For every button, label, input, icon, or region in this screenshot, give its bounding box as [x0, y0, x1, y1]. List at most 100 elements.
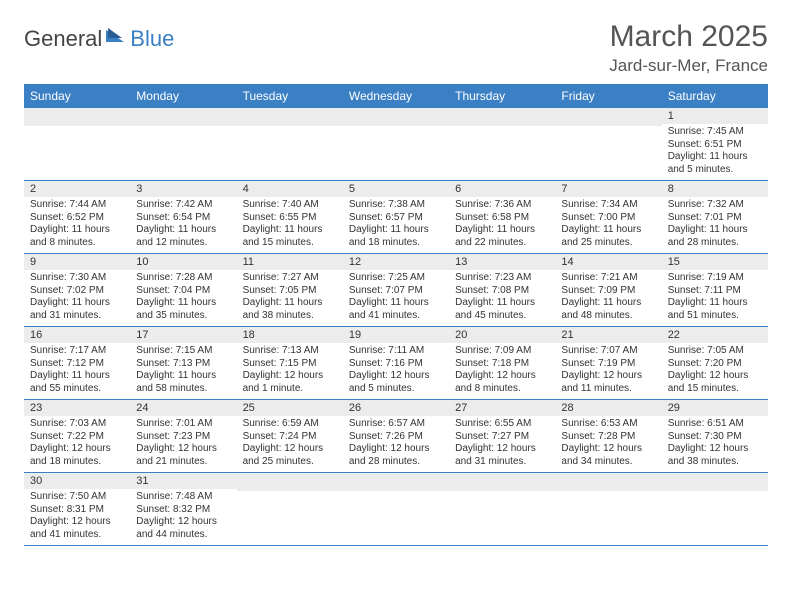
day-content: Sunrise: 7:23 AMSunset: 7:08 PMDaylight:…	[449, 270, 555, 326]
day-line: Sunset: 7:00 PM	[561, 212, 655, 225]
day-number: 10	[130, 254, 236, 270]
day-line: Sunrise: 7:36 AM	[455, 199, 549, 212]
calendar-row: 23Sunrise: 7:03 AMSunset: 7:22 PMDayligh…	[24, 400, 768, 473]
day-line: Daylight: 11 hours and 35 minutes.	[136, 297, 230, 322]
day-number	[662, 473, 768, 491]
day-line: Sunrise: 7:17 AM	[30, 345, 124, 358]
day-line: Daylight: 11 hours and 58 minutes.	[136, 370, 230, 395]
calendar-cell: 24Sunrise: 7:01 AMSunset: 7:23 PMDayligh…	[130, 400, 236, 473]
calendar-cell: 2Sunrise: 7:44 AMSunset: 6:52 PMDaylight…	[24, 181, 130, 254]
day-line: Sunrise: 6:51 AM	[668, 418, 762, 431]
calendar-cell: 22Sunrise: 7:05 AMSunset: 7:20 PMDayligh…	[662, 327, 768, 400]
day-line: Daylight: 12 hours and 44 minutes.	[136, 516, 230, 541]
day-content: Sunrise: 7:11 AMSunset: 7:16 PMDaylight:…	[343, 343, 449, 399]
day-line: Sunset: 7:02 PM	[30, 285, 124, 298]
day-line: Sunset: 7:18 PM	[455, 358, 549, 371]
day-number	[237, 108, 343, 126]
day-line: Sunrise: 7:28 AM	[136, 272, 230, 285]
calendar-cell-empty	[130, 108, 236, 181]
day-content: Sunrise: 6:51 AMSunset: 7:30 PMDaylight:…	[662, 416, 768, 472]
day-number: 27	[449, 400, 555, 416]
day-number: 21	[555, 327, 661, 343]
day-line: Sunrise: 7:45 AM	[668, 126, 762, 139]
weekday-header: Friday	[555, 84, 661, 108]
day-content: Sunrise: 6:57 AMSunset: 7:26 PMDaylight:…	[343, 416, 449, 472]
day-line: Sunrise: 7:07 AM	[561, 345, 655, 358]
day-number: 29	[662, 400, 768, 416]
day-content: Sunrise: 6:53 AMSunset: 7:28 PMDaylight:…	[555, 416, 661, 472]
day-line: Daylight: 11 hours and 55 minutes.	[30, 370, 124, 395]
day-content: Sunrise: 7:27 AMSunset: 7:05 PMDaylight:…	[237, 270, 343, 326]
day-number: 14	[555, 254, 661, 270]
day-line: Sunset: 7:23 PM	[136, 431, 230, 444]
day-line: Sunset: 7:28 PM	[561, 431, 655, 444]
day-line: Sunrise: 7:50 AM	[30, 491, 124, 504]
day-number	[24, 108, 130, 126]
day-line: Sunset: 6:52 PM	[30, 212, 124, 225]
weekday-header-row: SundayMondayTuesdayWednesdayThursdayFrid…	[24, 84, 768, 108]
day-content: Sunrise: 7:38 AMSunset: 6:57 PMDaylight:…	[343, 197, 449, 253]
day-line: Daylight: 12 hours and 28 minutes.	[349, 443, 443, 468]
calendar-cell: 27Sunrise: 6:55 AMSunset: 7:27 PMDayligh…	[449, 400, 555, 473]
calendar-cell: 17Sunrise: 7:15 AMSunset: 7:13 PMDayligh…	[130, 327, 236, 400]
day-line: Daylight: 12 hours and 38 minutes.	[668, 443, 762, 468]
day-line: Daylight: 11 hours and 18 minutes.	[349, 224, 443, 249]
calendar-cell-empty	[449, 108, 555, 181]
day-line: Sunrise: 6:55 AM	[455, 418, 549, 431]
day-line: Sunset: 7:11 PM	[668, 285, 762, 298]
day-number: 15	[662, 254, 768, 270]
flag-icon	[106, 28, 128, 51]
title-block: March 2025 Jard-sur-Mer, France	[609, 20, 768, 76]
day-line: Sunrise: 6:59 AM	[243, 418, 337, 431]
calendar-cell: 12Sunrise: 7:25 AMSunset: 7:07 PMDayligh…	[343, 254, 449, 327]
day-line: Daylight: 11 hours and 5 minutes.	[668, 151, 762, 176]
day-content: Sunrise: 7:17 AMSunset: 7:12 PMDaylight:…	[24, 343, 130, 399]
day-number	[130, 108, 236, 126]
calendar-cell: 13Sunrise: 7:23 AMSunset: 7:08 PMDayligh…	[449, 254, 555, 327]
day-line: Daylight: 12 hours and 8 minutes.	[455, 370, 549, 395]
day-line: Daylight: 12 hours and 21 minutes.	[136, 443, 230, 468]
weekday-header: Saturday	[662, 84, 768, 108]
calendar-cell: 26Sunrise: 6:57 AMSunset: 7:26 PMDayligh…	[343, 400, 449, 473]
day-line: Daylight: 11 hours and 38 minutes.	[243, 297, 337, 322]
day-line: Daylight: 12 hours and 34 minutes.	[561, 443, 655, 468]
calendar-cell-empty	[555, 473, 661, 546]
day-content: Sunrise: 6:59 AMSunset: 7:24 PMDaylight:…	[237, 416, 343, 472]
day-line: Sunrise: 7:34 AM	[561, 199, 655, 212]
day-number: 20	[449, 327, 555, 343]
day-content: Sunrise: 7:45 AMSunset: 6:51 PMDaylight:…	[662, 124, 768, 180]
day-line: Sunset: 7:05 PM	[243, 285, 337, 298]
day-line: Daylight: 11 hours and 12 minutes.	[136, 224, 230, 249]
day-line: Sunrise: 7:03 AM	[30, 418, 124, 431]
day-line: Sunrise: 7:38 AM	[349, 199, 443, 212]
day-line: Sunrise: 7:32 AM	[668, 199, 762, 212]
calendar-cell: 4Sunrise: 7:40 AMSunset: 6:55 PMDaylight…	[237, 181, 343, 254]
page-title: March 2025	[609, 20, 768, 54]
day-line: Sunset: 6:58 PM	[455, 212, 549, 225]
day-line: Daylight: 11 hours and 28 minutes.	[668, 224, 762, 249]
calendar-cell: 8Sunrise: 7:32 AMSunset: 7:01 PMDaylight…	[662, 181, 768, 254]
calendar-cell: 16Sunrise: 7:17 AMSunset: 7:12 PMDayligh…	[24, 327, 130, 400]
calendar-cell: 7Sunrise: 7:34 AMSunset: 7:00 PMDaylight…	[555, 181, 661, 254]
day-line: Sunrise: 7:48 AM	[136, 491, 230, 504]
day-number	[449, 473, 555, 491]
calendar-cell: 1Sunrise: 7:45 AMSunset: 6:51 PMDaylight…	[662, 108, 768, 181]
calendar-cell: 15Sunrise: 7:19 AMSunset: 7:11 PMDayligh…	[662, 254, 768, 327]
day-line: Sunrise: 7:27 AM	[243, 272, 337, 285]
day-line: Sunrise: 7:30 AM	[30, 272, 124, 285]
day-number: 7	[555, 181, 661, 197]
day-line: Daylight: 12 hours and 11 minutes.	[561, 370, 655, 395]
calendar-cell: 31Sunrise: 7:48 AMSunset: 8:32 PMDayligh…	[130, 473, 236, 546]
day-number	[237, 473, 343, 491]
day-number	[555, 473, 661, 491]
day-line: Daylight: 11 hours and 15 minutes.	[243, 224, 337, 249]
day-line: Sunrise: 7:01 AM	[136, 418, 230, 431]
day-content: Sunrise: 7:25 AMSunset: 7:07 PMDaylight:…	[343, 270, 449, 326]
day-line: Sunset: 7:09 PM	[561, 285, 655, 298]
day-content: Sunrise: 7:50 AMSunset: 8:31 PMDaylight:…	[24, 489, 130, 545]
day-number: 25	[237, 400, 343, 416]
calendar-table: SundayMondayTuesdayWednesdayThursdayFrid…	[24, 84, 768, 546]
day-content: Sunrise: 7:19 AMSunset: 7:11 PMDaylight:…	[662, 270, 768, 326]
day-line: Daylight: 12 hours and 1 minute.	[243, 370, 337, 395]
day-number	[343, 108, 449, 126]
